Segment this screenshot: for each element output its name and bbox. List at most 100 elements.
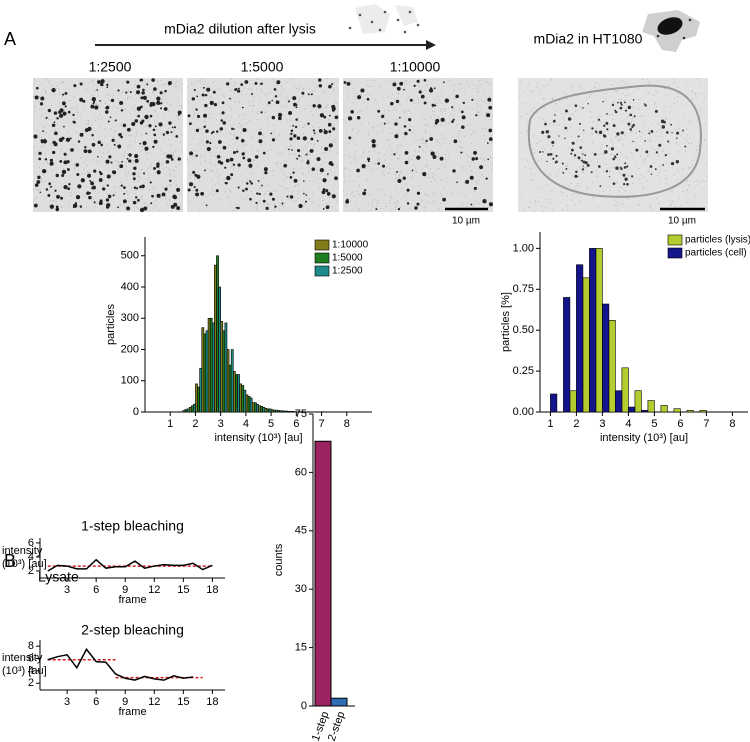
noise bbox=[616, 208, 618, 210]
noise bbox=[413, 100, 415, 102]
noise bbox=[93, 115, 95, 117]
particle bbox=[271, 99, 274, 102]
noise bbox=[650, 123, 652, 125]
noise bbox=[355, 162, 357, 164]
particle bbox=[69, 137, 72, 140]
noise bbox=[384, 159, 386, 161]
noise bbox=[683, 168, 685, 170]
noise bbox=[55, 88, 57, 90]
noise bbox=[367, 122, 369, 124]
noise bbox=[47, 189, 49, 191]
noise bbox=[641, 78, 643, 80]
particle bbox=[204, 169, 206, 172]
particle bbox=[233, 128, 235, 131]
noise bbox=[37, 203, 39, 205]
noise bbox=[608, 114, 610, 116]
noise bbox=[638, 203, 640, 205]
noise bbox=[466, 106, 468, 108]
particle bbox=[222, 121, 227, 125]
noise bbox=[664, 88, 666, 90]
particle bbox=[141, 91, 145, 95]
noise bbox=[150, 79, 152, 81]
noise bbox=[415, 172, 417, 174]
histogram-bar bbox=[205, 330, 209, 413]
noise bbox=[147, 205, 149, 207]
particle bbox=[248, 163, 253, 168]
noise bbox=[241, 118, 243, 120]
particle bbox=[603, 134, 607, 138]
noise bbox=[566, 165, 568, 167]
particle bbox=[312, 104, 316, 108]
particle bbox=[306, 160, 310, 165]
noise bbox=[528, 207, 530, 209]
noise bbox=[51, 104, 53, 106]
particle bbox=[90, 181, 94, 186]
noise bbox=[345, 122, 347, 124]
x-tick-label: 5 bbox=[651, 418, 657, 430]
noise bbox=[70, 195, 72, 197]
noise bbox=[214, 192, 216, 194]
noise bbox=[281, 171, 283, 173]
y-axis-label: (10³) [au] bbox=[2, 558, 47, 570]
noise bbox=[669, 106, 671, 108]
noise bbox=[562, 126, 564, 128]
noise bbox=[608, 186, 610, 188]
noise bbox=[477, 86, 479, 88]
noise bbox=[422, 149, 424, 151]
particle bbox=[203, 86, 205, 89]
noise bbox=[233, 135, 235, 137]
noise bbox=[238, 126, 240, 128]
noise bbox=[72, 144, 74, 146]
noise bbox=[326, 105, 328, 107]
noise bbox=[352, 87, 354, 89]
histogram-bar bbox=[232, 371, 236, 413]
particle bbox=[552, 157, 555, 160]
noise bbox=[605, 163, 607, 165]
y-tick-label: 0.50 bbox=[513, 324, 534, 336]
noise bbox=[391, 210, 393, 212]
noise bbox=[43, 125, 45, 127]
noise bbox=[527, 121, 529, 123]
noise bbox=[128, 90, 130, 92]
particle bbox=[667, 140, 670, 143]
noise bbox=[393, 168, 395, 170]
noise bbox=[656, 79, 658, 81]
x-tick-label: 4 bbox=[625, 418, 631, 430]
noise bbox=[232, 168, 234, 170]
noise bbox=[249, 209, 251, 211]
noise bbox=[216, 119, 218, 121]
noise bbox=[154, 110, 156, 112]
noise bbox=[155, 199, 157, 201]
noise bbox=[642, 188, 644, 190]
particle bbox=[176, 206, 181, 210]
noise bbox=[682, 176, 684, 178]
noise bbox=[350, 192, 352, 194]
noise bbox=[115, 141, 117, 143]
particle bbox=[249, 197, 252, 201]
particle bbox=[267, 101, 271, 105]
noise bbox=[179, 210, 181, 212]
particle bbox=[40, 96, 45, 101]
histogram-bar bbox=[641, 410, 649, 413]
noise bbox=[157, 122, 159, 124]
noise bbox=[278, 133, 280, 135]
noise bbox=[615, 182, 617, 184]
noise bbox=[402, 136, 404, 138]
noise bbox=[648, 92, 650, 94]
noise bbox=[202, 127, 204, 129]
noise bbox=[190, 155, 192, 157]
noise bbox=[468, 85, 470, 87]
noise bbox=[434, 164, 436, 166]
particle bbox=[383, 122, 386, 125]
noise bbox=[164, 130, 166, 132]
noise bbox=[467, 124, 469, 126]
particle bbox=[296, 157, 299, 160]
particle bbox=[487, 158, 489, 161]
noise bbox=[209, 168, 211, 170]
particle bbox=[39, 102, 44, 106]
noise bbox=[199, 162, 201, 164]
noise bbox=[483, 139, 485, 141]
particle bbox=[173, 202, 178, 207]
noise bbox=[163, 93, 165, 95]
noise bbox=[102, 185, 104, 187]
